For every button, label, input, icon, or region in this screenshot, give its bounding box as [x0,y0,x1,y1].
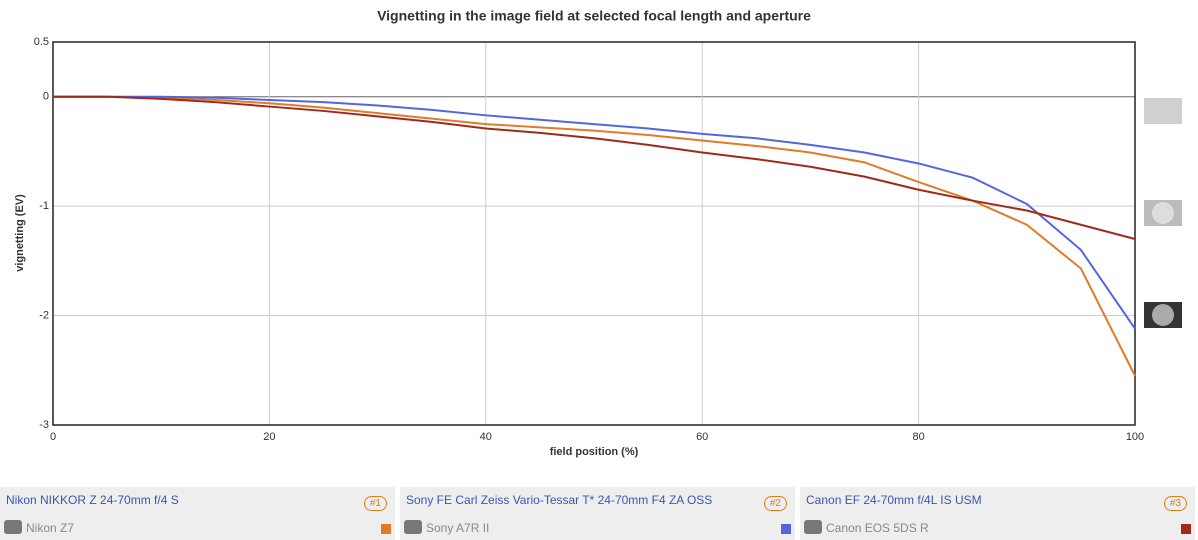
legend-item: Nikon NIKKOR Z 24-70mm f/4 S Nikon Z7 #1 [0,487,395,540]
thumbnail-spot [1152,202,1174,224]
y-tick-label: -2 [39,309,49,321]
badge: #3 [1163,496,1187,511]
camera-name: Nikon Z7 [26,521,75,535]
camera-name: Canon EOS 5DS R [826,521,929,535]
x-axis-label: field position (%) [550,446,639,458]
legend-swatch [1181,524,1191,534]
y-tick-label: 0 [43,91,49,103]
camera-icon [4,520,22,534]
camera-icon [804,520,822,534]
legend-swatch [781,524,791,534]
series-line [53,95,1136,377]
x-tick-label: 40 [480,431,492,443]
camera-name: Sony A7R II [426,521,490,535]
x-tick-label: 0 [50,431,56,443]
lens-name[interactable]: Sony FE Carl Zeiss Vario-Tessar T* 24-70… [406,493,713,507]
thumbnail [1144,98,1182,124]
series-line [53,95,1136,240]
x-tick-label: 60 [696,431,708,443]
x-tick-label: 20 [263,431,275,443]
x-tick-label: 100 [1126,431,1144,443]
legend-item: Sony FE Carl Zeiss Vario-Tessar T* 24-70… [400,487,795,540]
lens-name[interactable]: Nikon NIKKOR Z 24-70mm f/4 S [6,493,179,507]
badge: #1 [363,496,387,511]
thumbnail-spot [1152,304,1174,326]
badge: #2 [763,496,787,511]
y-tick-label: 0.5 [34,36,49,48]
y-tick-label: -1 [39,200,49,212]
camera-icon [404,520,422,534]
series-line [53,95,1136,330]
y-axis-label: vignetting (EV) [14,194,26,272]
legend-item: Canon EF 24-70mm f/4L IS USM Canon EOS 5D… [800,487,1195,540]
chart-title: Vignetting in the image field at selecte… [377,8,811,24]
legend-swatch [381,524,391,534]
y-tick-label: -3 [39,419,49,431]
chart: Vignetting in the image field at selecte… [14,8,1182,458]
plot-frame [52,41,1136,426]
x-tick-label: 80 [912,431,924,443]
lens-name[interactable]: Canon EF 24-70mm f/4L IS USM [806,493,982,507]
